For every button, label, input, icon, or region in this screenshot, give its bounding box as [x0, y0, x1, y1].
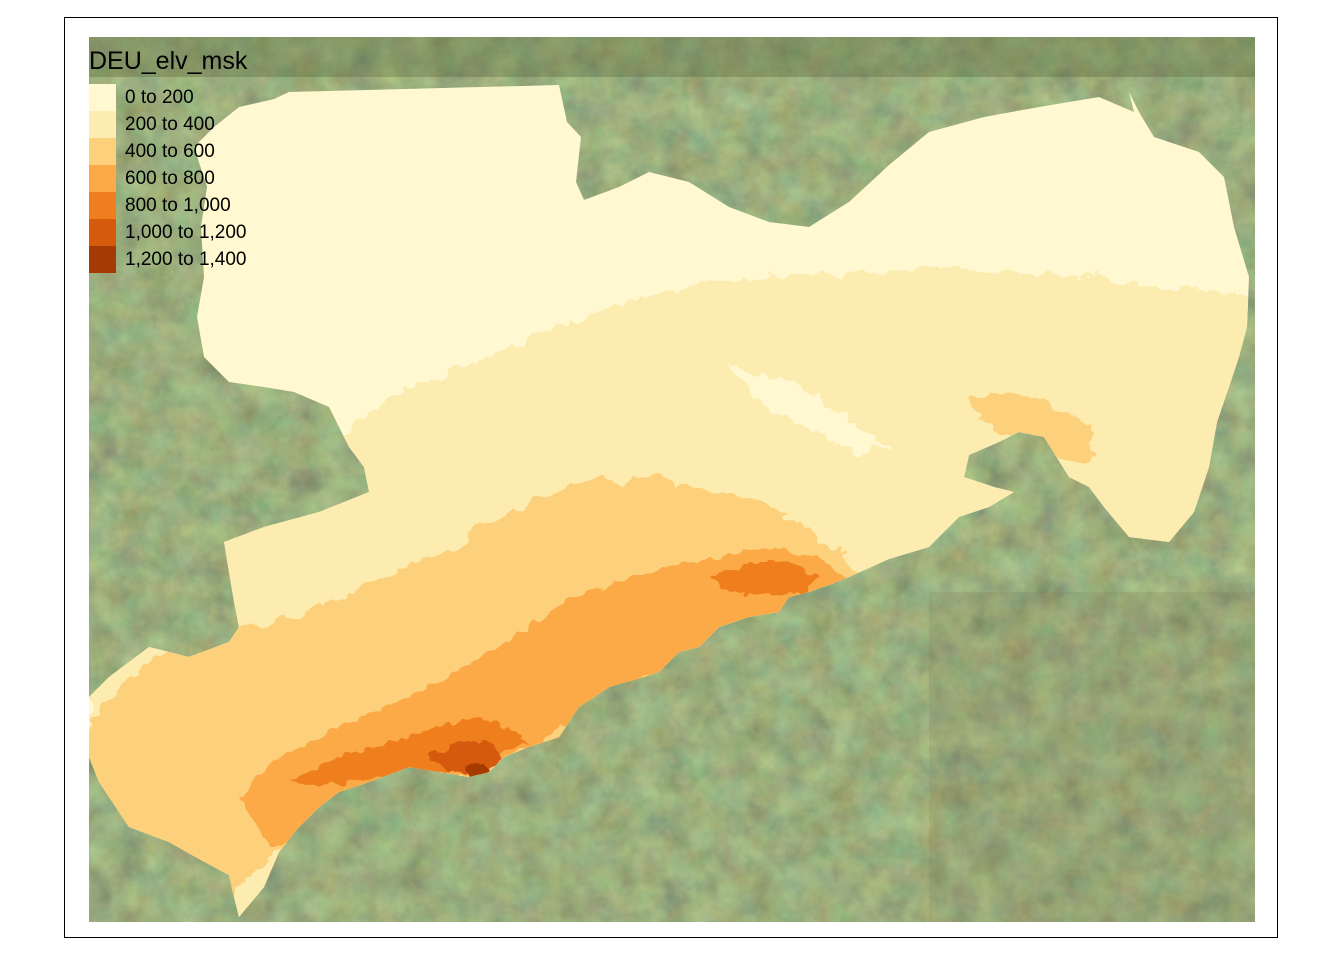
- legend-swatch: [89, 84, 116, 111]
- map-panel[interactable]: [89, 37, 1255, 922]
- legend-item: 400 to 600: [89, 138, 247, 165]
- elevation-class-5: [289, 717, 529, 785]
- elevation-class-5-mid: [709, 562, 819, 595]
- legend-item: 200 to 400: [89, 111, 247, 138]
- legend-swatch: [89, 246, 116, 273]
- legend-swatch: [89, 192, 116, 219]
- legend-swatch: [89, 219, 116, 246]
- legend-label: 0 to 200: [125, 87, 194, 108]
- legend-swatch: [89, 138, 116, 165]
- legend-label: 1,200 to 1,400: [125, 249, 247, 270]
- legend-item: 600 to 800: [89, 165, 247, 192]
- legend-label: 400 to 600: [125, 141, 215, 162]
- legend-item: 0 to 200: [89, 84, 247, 111]
- legend-label: 600 to 800: [125, 168, 215, 189]
- legend-items: 0 to 200 200 to 400 400 to 600 600 to 800 80…: [89, 84, 247, 273]
- elevation-class-3-east: [969, 392, 1099, 467]
- legend-label: 200 to 400: [125, 114, 215, 135]
- legend-label: 800 to 1,000: [125, 195, 231, 216]
- elevation-class-6: [429, 742, 504, 775]
- basemap-tile-patch: [929, 592, 1255, 922]
- legend-swatch: [89, 165, 116, 192]
- legend-item: 1,200 to 1,400: [89, 246, 247, 273]
- elevation-class-1-valley: [729, 367, 889, 457]
- legend-title: DEU_elv_msk: [89, 47, 248, 75]
- basemap-tile-strip: [89, 37, 1255, 77]
- map-canvas: [89, 37, 1255, 922]
- legend-swatch: [89, 111, 116, 138]
- legend-item: 800 to 1,000: [89, 192, 247, 219]
- legend-label: 1,000 to 1,200: [125, 222, 247, 243]
- legend-item: 1,000 to 1,200: [89, 219, 247, 246]
- legend: DEU_elv_msk 0 to 200 200 to 400 400 to 600…: [89, 46, 247, 273]
